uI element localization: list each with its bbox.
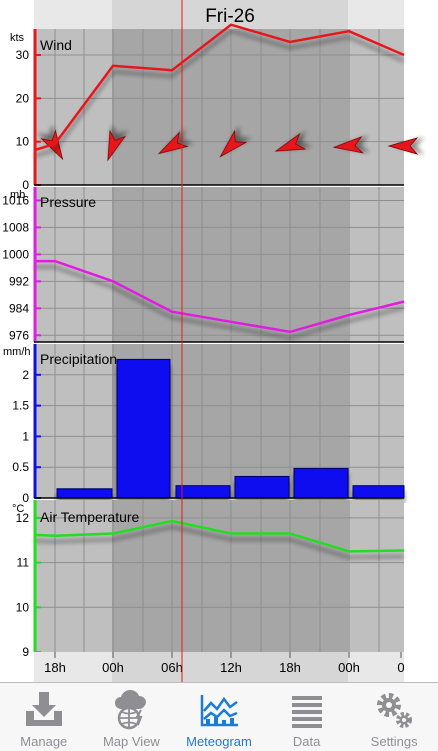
wind-series-line [33,23,405,152]
tab-map-view[interactable]: Map View [88,683,176,751]
wind-tick-label: 10 [16,135,30,149]
time-tick-label: 00h [338,660,360,675]
wind-direction-arrow [332,136,364,154]
wind-panel: Wind kts 30 20 10 0 [10,23,419,192]
meteogram-chart-icon [200,695,238,727]
precipitation-bar [234,475,290,499]
wind-direction-arrow [219,129,248,158]
time-tick-label: 18h [44,660,66,675]
precipitation-bar [352,485,405,499]
temperature-tick-label: 10 [16,600,30,614]
precipitation-bar [116,358,171,499]
time-tick-label: 12h [220,660,242,675]
globe-cloud-icon [115,690,147,730]
temperature-unit: °C [12,503,24,515]
precipitation-bar [175,485,231,499]
wind-tick-label: 30 [16,48,30,62]
precipitation-panel: Precipitation mm/h 2 1.5 1 0.5 0 [3,344,405,505]
tab-meteogram-label: Meteogram [186,734,252,749]
precipitation-tick-label: 1.5 [12,399,29,413]
tab-map-view-label: Map View [102,734,160,749]
day-label: Fri-26 [205,6,255,27]
wind-direction-arrow [387,137,419,155]
pressure-title: Pressure [40,194,96,210]
tab-data[interactable]: Data [263,683,351,751]
wind-direction-arrow [274,132,307,152]
tab-bar: Manage Map View Meteogram Da [0,682,438,751]
precipitation-tick-label: 2 [22,368,29,382]
wind-direction-arrow [157,131,189,155]
precipitation-tick-label: 0 [22,491,29,505]
wind-direction-arrow [107,129,127,162]
pressure-panel: Pressure mb 1016 1008 1000 992 984 976 [2,187,405,343]
tab-settings[interactable]: Settings [350,683,438,751]
temperature-tick-label: 11 [17,556,30,570]
temperature-tick-label: 9 [22,645,29,659]
pressure-tick-label: 984 [9,301,29,315]
tab-manage-label: Manage [20,734,68,749]
pressure-tick-label: 992 [9,274,29,288]
tab-settings-label: Settings [370,734,418,749]
pressure-tick-label: 976 [9,328,29,342]
pressure-tick-label: 1016 [2,193,29,207]
tab-manage[interactable]: Manage [0,683,88,751]
temperature-tick-label: 12 [16,511,30,525]
download-tray-icon [25,692,62,726]
pressure-series-line [34,259,405,334]
time-tick-label: 00h [102,660,124,675]
pressure-tick-label: 1008 [2,220,29,234]
temperature-title: Air Temperature [40,509,140,525]
time-tick-label: 0 [397,660,404,675]
precipitation-tick-label: 0.5 [12,460,29,474]
pressure-tick-label: 1000 [2,247,29,261]
gears-icon [377,693,413,728]
precipitation-tick-label: 1 [22,429,29,443]
wind-title: Wind [40,37,72,53]
tab-data-label: Data [292,734,321,749]
precipitation-bar [293,467,349,499]
pressure-unit: mb [10,189,25,201]
precipitation-title: Precipitation [40,351,117,367]
precipitation-bar [56,488,113,499]
wind-tick-label: 20 [16,91,30,105]
wind-tick-label: 0 [22,178,29,192]
tab-meteogram[interactable]: Meteogram [175,683,263,751]
time-tick-label: 06h [161,660,183,675]
wind-unit: kts [10,32,25,44]
precipitation-unit: mm/h [3,346,31,358]
list-lines-icon [291,696,322,728]
temperature-panel: Air Temperature °C 12 11 10 9 [12,500,405,659]
time-tick-label: 18h [279,660,301,675]
temperature-series-line [33,519,405,553]
